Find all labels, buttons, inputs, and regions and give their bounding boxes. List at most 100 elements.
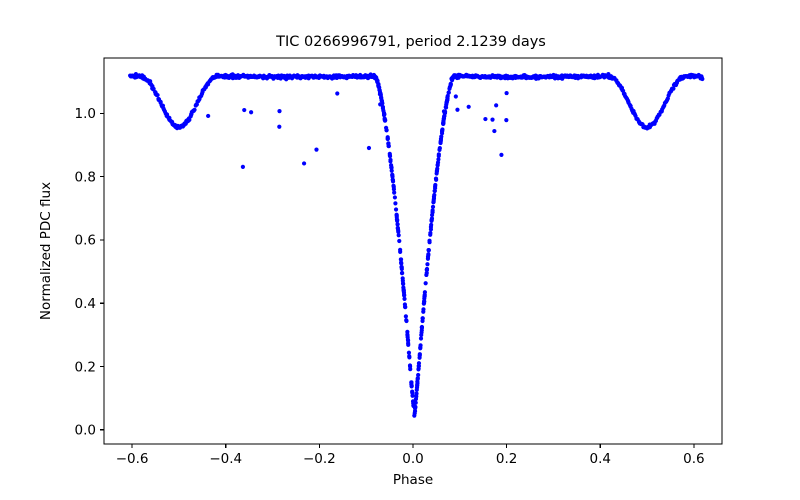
data-point [420, 316, 425, 321]
data-point [400, 281, 406, 286]
data-point [432, 192, 437, 198]
y-tick-label: 0.4 [75, 296, 96, 312]
data-point [391, 184, 396, 190]
data-point [504, 117, 509, 123]
data-point [431, 198, 436, 203]
data-point [406, 342, 411, 347]
data-point [249, 110, 254, 115]
y-tick-label: 0.0 [75, 423, 96, 439]
x-tick-label: −0.6 [116, 451, 149, 467]
data-point [671, 86, 676, 91]
data-point [417, 352, 422, 357]
data-point [437, 146, 442, 151]
data-point [399, 260, 404, 265]
axis-tick-labels: −0.6 −0.4 −0.2 0.0 0.2 0.4 0.6 0.0 0.2 0.4 0.6 0.8 1… [75, 106, 705, 467]
data-point [416, 361, 422, 366]
data-point [392, 190, 397, 195]
data-point [410, 390, 415, 395]
data-point [426, 247, 431, 253]
data-point [378, 102, 383, 107]
plot-title: TIC 0266996791, period 2.1239 days [275, 34, 546, 50]
data-point [427, 240, 432, 245]
data-point [421, 309, 426, 314]
data-point [379, 96, 384, 101]
data-point [397, 238, 402, 244]
data-point [398, 257, 403, 262]
data-point [433, 185, 438, 191]
data-point [405, 333, 410, 338]
data-point [277, 109, 282, 114]
data-point [375, 79, 380, 84]
data-point [408, 367, 413, 372]
data-point [494, 103, 499, 108]
data-point [155, 92, 160, 98]
data-point [240, 164, 245, 169]
data-point [242, 107, 247, 113]
axis-ticks [100, 112, 695, 448]
x-tick-label: −0.4 [209, 451, 242, 467]
data-point [396, 233, 401, 238]
data-point [414, 391, 419, 396]
data-point [382, 117, 387, 123]
y-axis-label: Normalized PDC flux [38, 182, 54, 320]
data-point [410, 399, 416, 404]
data-point [490, 117, 495, 122]
data-point [399, 266, 404, 272]
data-point [436, 157, 441, 162]
data-point [445, 96, 450, 101]
data-point [416, 372, 421, 378]
data-point [417, 355, 422, 360]
data-point [388, 163, 394, 168]
data-point [381, 108, 386, 113]
data-point [421, 300, 427, 306]
data-point [415, 376, 420, 381]
data-point [378, 91, 383, 96]
data-point [428, 227, 434, 232]
data-point [404, 318, 409, 323]
data-point [412, 409, 418, 414]
x-tick-label: 0.0 [402, 451, 423, 467]
data-point [433, 176, 439, 181]
data-point [393, 201, 398, 206]
data-point [409, 380, 414, 385]
data-point [398, 249, 403, 255]
data-point [385, 136, 390, 141]
data-point [416, 367, 421, 372]
data-point [440, 127, 445, 132]
data-point [376, 84, 381, 90]
data-point [424, 270, 429, 276]
data-point [443, 105, 449, 110]
y-tick-label: 1.0 [75, 106, 96, 122]
data-point [492, 128, 497, 134]
data-point [504, 90, 509, 96]
data-point [424, 267, 429, 273]
data-point [446, 90, 451, 95]
data-point [442, 114, 447, 119]
data-point [366, 145, 372, 151]
data-point [400, 270, 405, 276]
data-point [373, 74, 378, 80]
data-point [466, 104, 471, 109]
data-point [418, 345, 423, 350]
x-axis-label: Phase [393, 472, 433, 488]
data-point [434, 169, 439, 174]
data-point [335, 91, 340, 96]
data-point [395, 217, 400, 223]
data-point [419, 332, 424, 338]
data-point [435, 160, 441, 165]
data-point [423, 281, 428, 286]
data-point [441, 121, 446, 126]
data-point [444, 100, 449, 105]
x-tick-label: −0.2 [303, 451, 336, 467]
x-tick-label: 0.4 [590, 451, 611, 467]
data-point [277, 124, 282, 129]
data-point [387, 151, 392, 157]
data-point [314, 147, 319, 152]
data-point [187, 117, 192, 122]
data-point [401, 288, 406, 294]
data-point [402, 296, 407, 301]
data-point [386, 141, 391, 146]
data-point [438, 136, 444, 141]
